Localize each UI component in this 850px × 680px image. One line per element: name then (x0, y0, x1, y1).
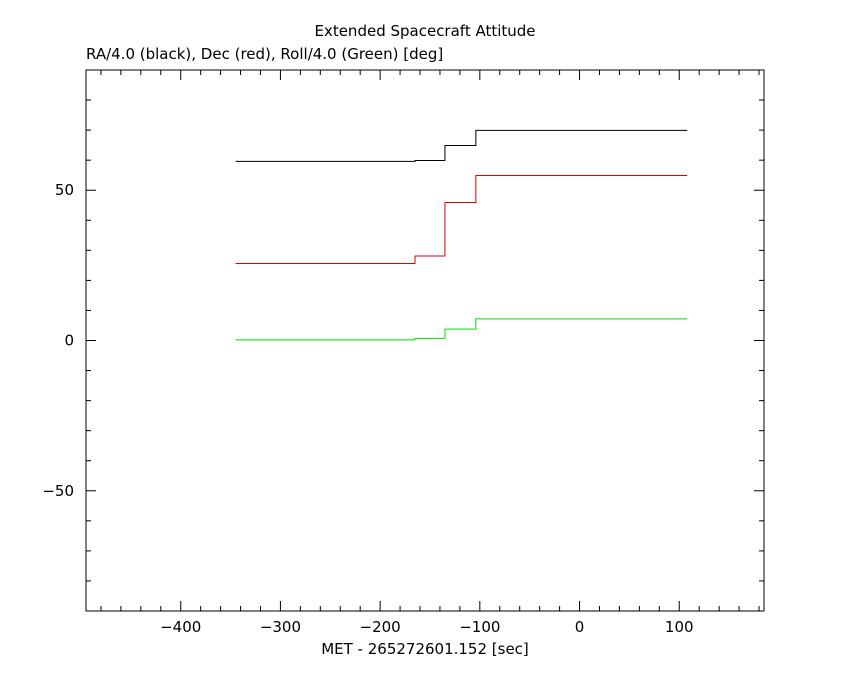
y-tick-label: 50 (55, 181, 74, 199)
series-line-2 (235, 318, 688, 341)
x-tick-label: −100 (459, 618, 500, 636)
x-tick-label: −400 (160, 618, 201, 636)
chart-subtitle: RA/4.0 (black), Dec (red), Roll/4.0 (Gre… (86, 45, 444, 63)
x-tick-label: 100 (665, 618, 694, 636)
series-group (235, 129, 688, 341)
series-line-0 (235, 129, 688, 162)
x-tick-label: −300 (260, 618, 301, 636)
series-line-1 (235, 174, 688, 265)
tick-labels: −400 −300 −200 −100 0 100 −50 0 50 (42, 181, 693, 636)
axis-ticks (86, 69, 764, 612)
x-tick-label: 0 (575, 618, 585, 636)
plot-frame (85, 69, 765, 612)
chart-title: Extended Spacecraft Attitude (314, 22, 536, 40)
x-axis-label: MET - 265272601.152 [sec] (321, 640, 529, 658)
y-tick-label: 0 (64, 332, 74, 350)
x-tick-label: −200 (360, 618, 401, 636)
y-tick-label: −50 (42, 482, 74, 500)
